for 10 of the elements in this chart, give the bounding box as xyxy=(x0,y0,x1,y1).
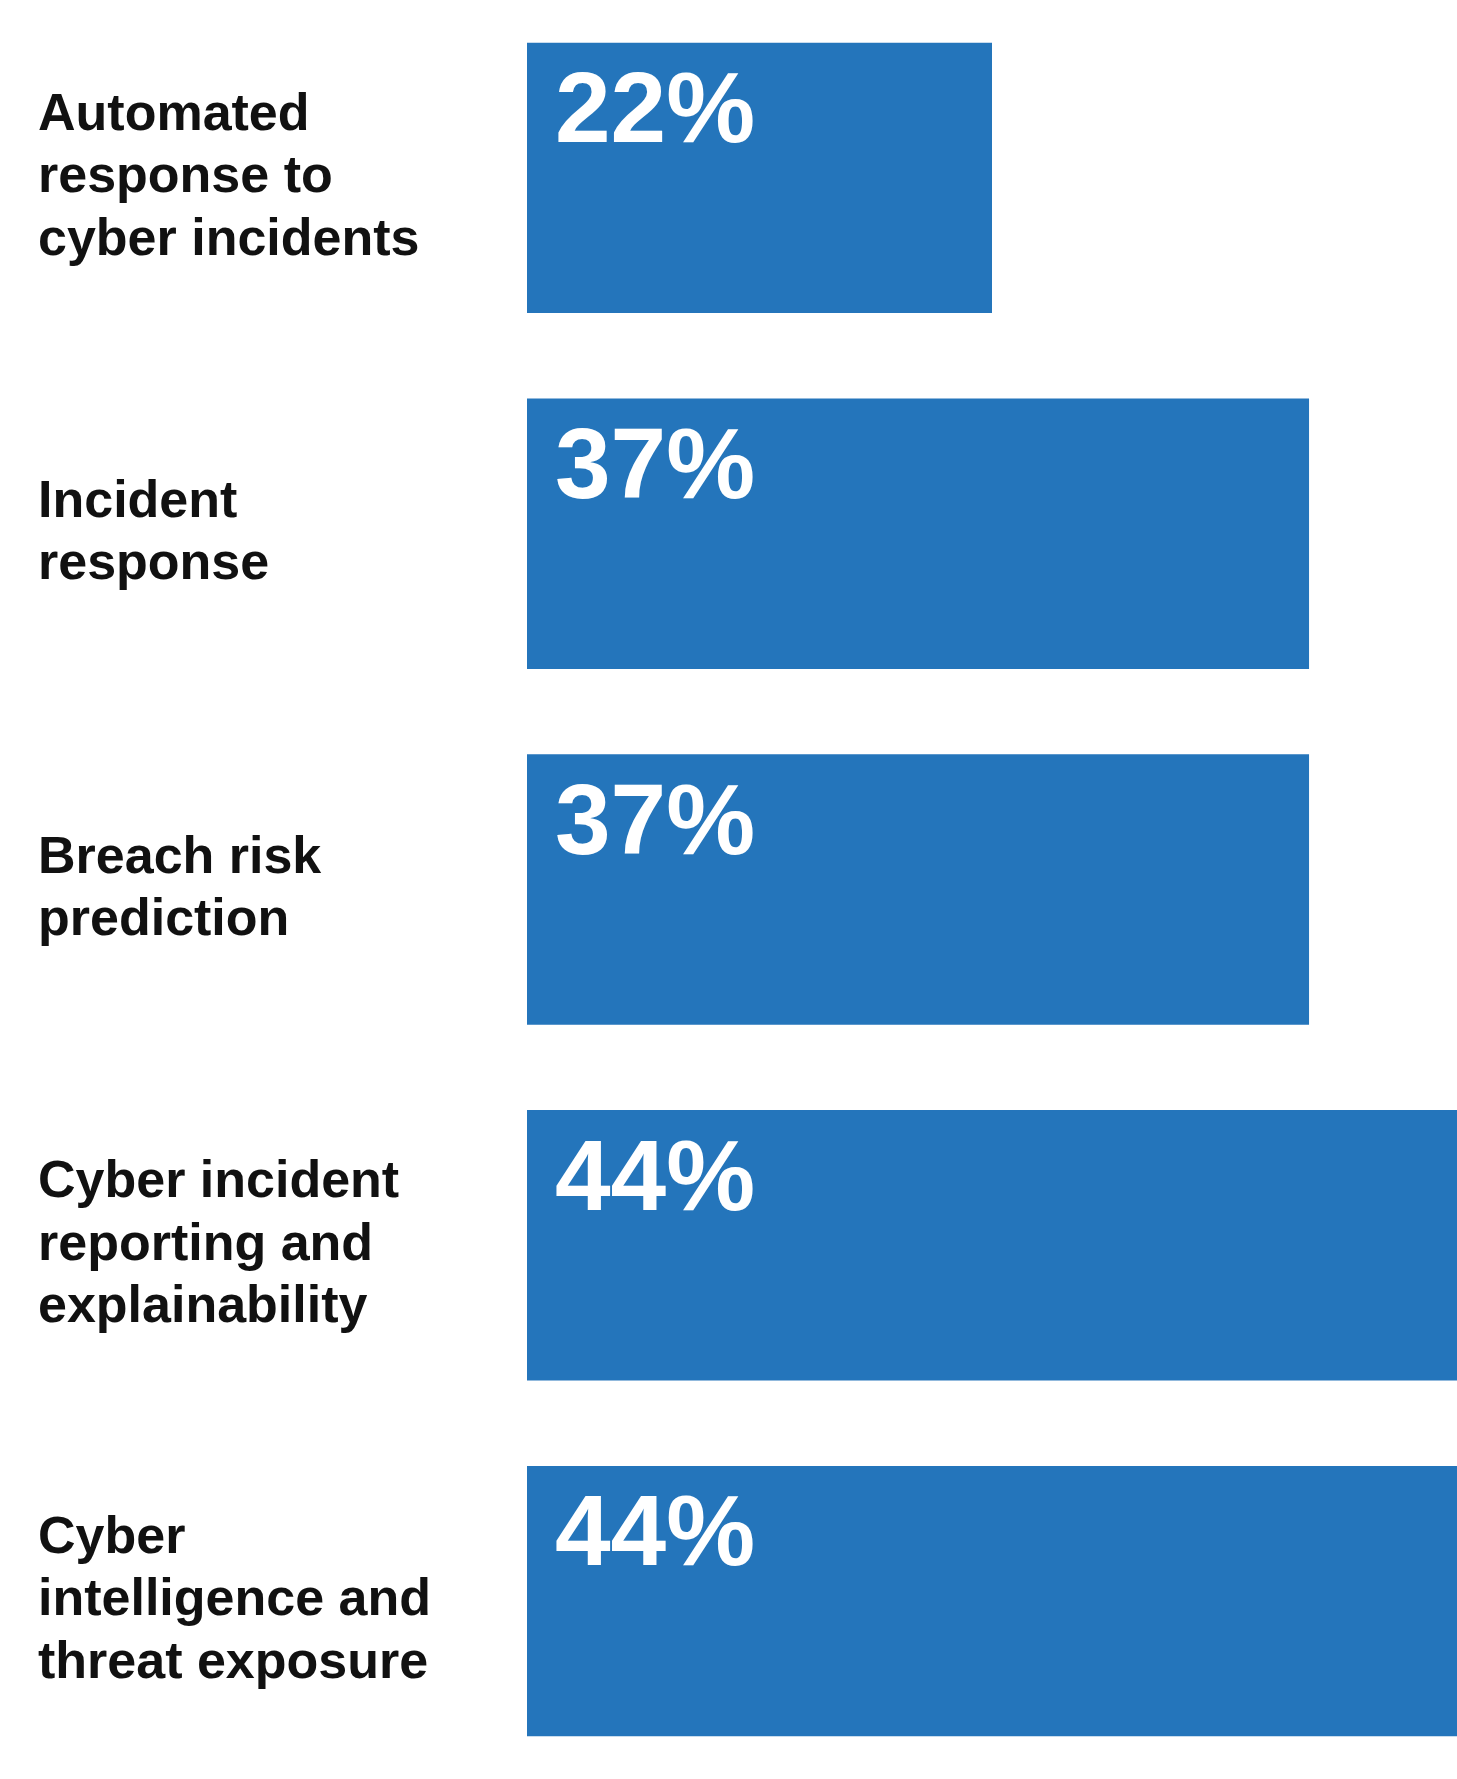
y-tick-label: Incident response xyxy=(38,469,270,591)
y-tick-label: Breach risk prediction xyxy=(38,825,322,947)
data-label: 37% xyxy=(555,407,756,520)
y-tick-label: Cyber intelligence and threat exposure xyxy=(38,1506,431,1689)
data-label: 44% xyxy=(555,1474,756,1587)
data-label: 37% xyxy=(555,762,756,875)
y-tick-label: Cyber incident reporting and explainability xyxy=(38,1150,400,1334)
data-label: 22% xyxy=(555,51,756,164)
data-label: 44% xyxy=(555,1118,756,1231)
y-tick-label: Automated response to cyber incidents xyxy=(38,82,420,266)
